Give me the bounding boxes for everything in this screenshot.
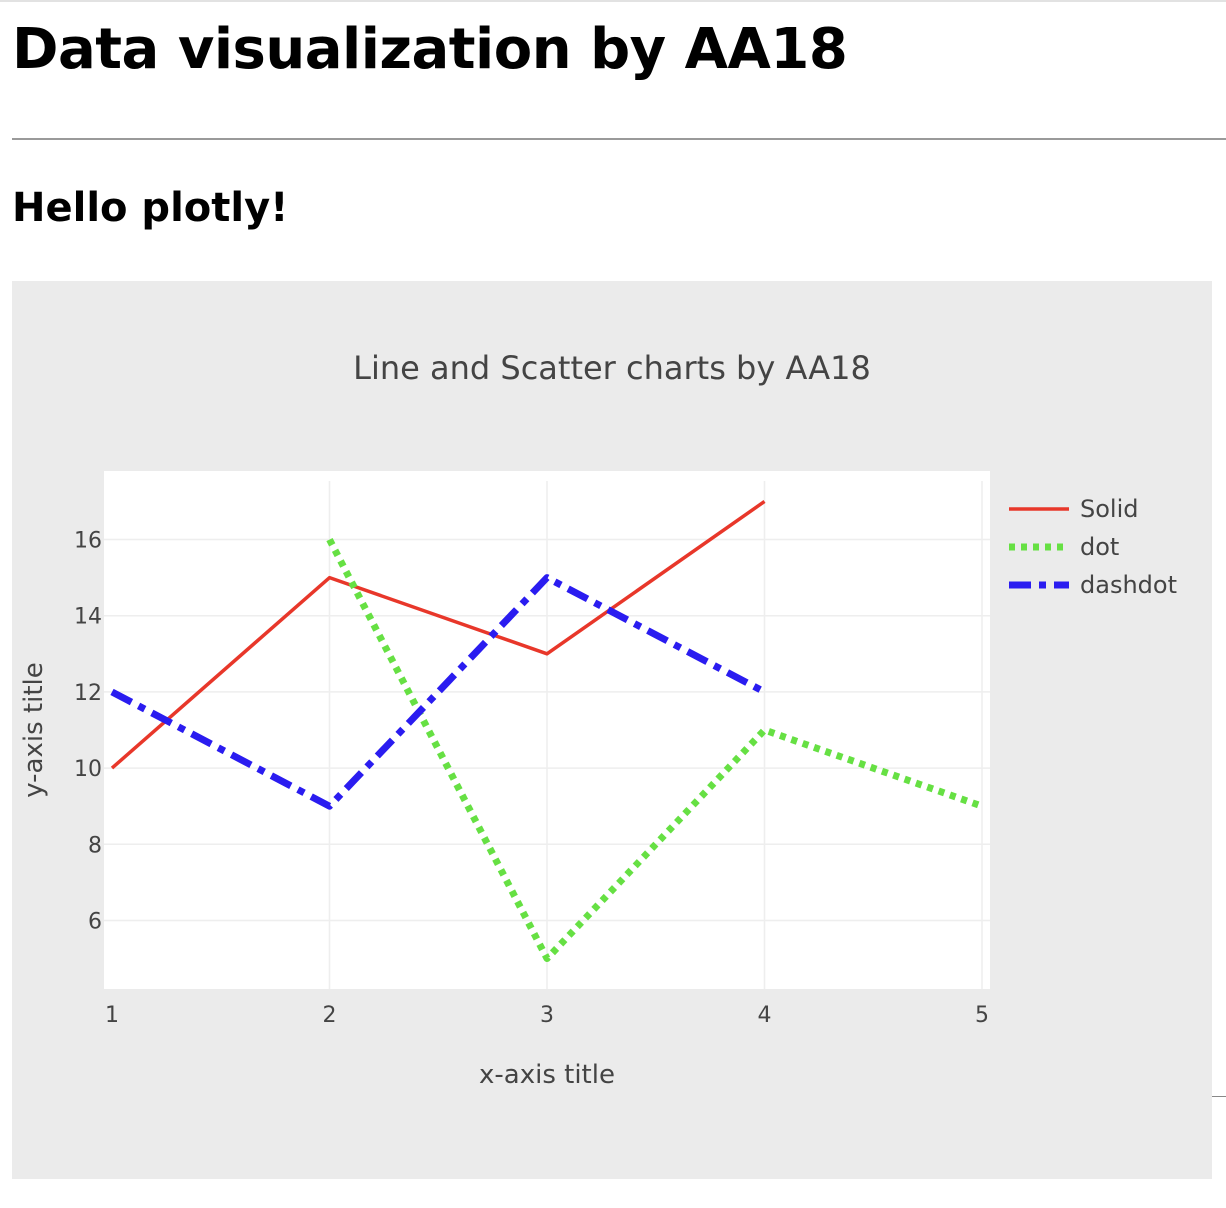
y-axis-title: y-axis title xyxy=(19,662,49,798)
gridlines xyxy=(104,481,990,989)
x-tick-label: 2 xyxy=(323,1003,337,1028)
section-divider xyxy=(12,138,1226,140)
y-tick-label: 8 xyxy=(88,833,102,858)
series-lines xyxy=(110,500,984,963)
chart-title: Line and Scatter charts by AA18 xyxy=(353,349,871,387)
y-tick-label: 10 xyxy=(74,757,102,782)
series-line-dot[interactable] xyxy=(326,537,984,963)
x-tick-label: 4 xyxy=(758,1003,772,1028)
chart-container[interactable]: 1 2 3 4 5 6 8 10 12 14 16 Line and Scatter charts … xyxy=(12,281,1212,1179)
legend-label-solid[interactable]: Solid xyxy=(1080,495,1139,523)
x-tick-label: 1 xyxy=(105,1003,119,1028)
y-tick-label: 12 xyxy=(74,681,102,706)
edge-divider xyxy=(1212,1096,1226,1097)
series-line-solid[interactable] xyxy=(110,500,766,770)
x-tick-label: 3 xyxy=(540,1003,554,1028)
page-subtitle: Hello plotly! xyxy=(12,185,289,231)
legend-label-dashdot[interactable]: dashdot xyxy=(1080,571,1177,599)
legend[interactable]: Solid dot dashdot xyxy=(1009,495,1177,599)
series-line-dashdot[interactable] xyxy=(110,574,767,810)
top-border xyxy=(0,0,1226,2)
y-tick-label: 16 xyxy=(74,529,102,554)
legend-label-dot[interactable]: dot xyxy=(1080,533,1119,561)
y-tick-label: 14 xyxy=(74,605,102,630)
page-title: Data visualization by AA18 xyxy=(12,17,848,82)
y-tick-label: 6 xyxy=(88,909,102,934)
x-tick-label: 5 xyxy=(975,1003,989,1028)
x-axis-title: x-axis title xyxy=(479,1060,615,1090)
